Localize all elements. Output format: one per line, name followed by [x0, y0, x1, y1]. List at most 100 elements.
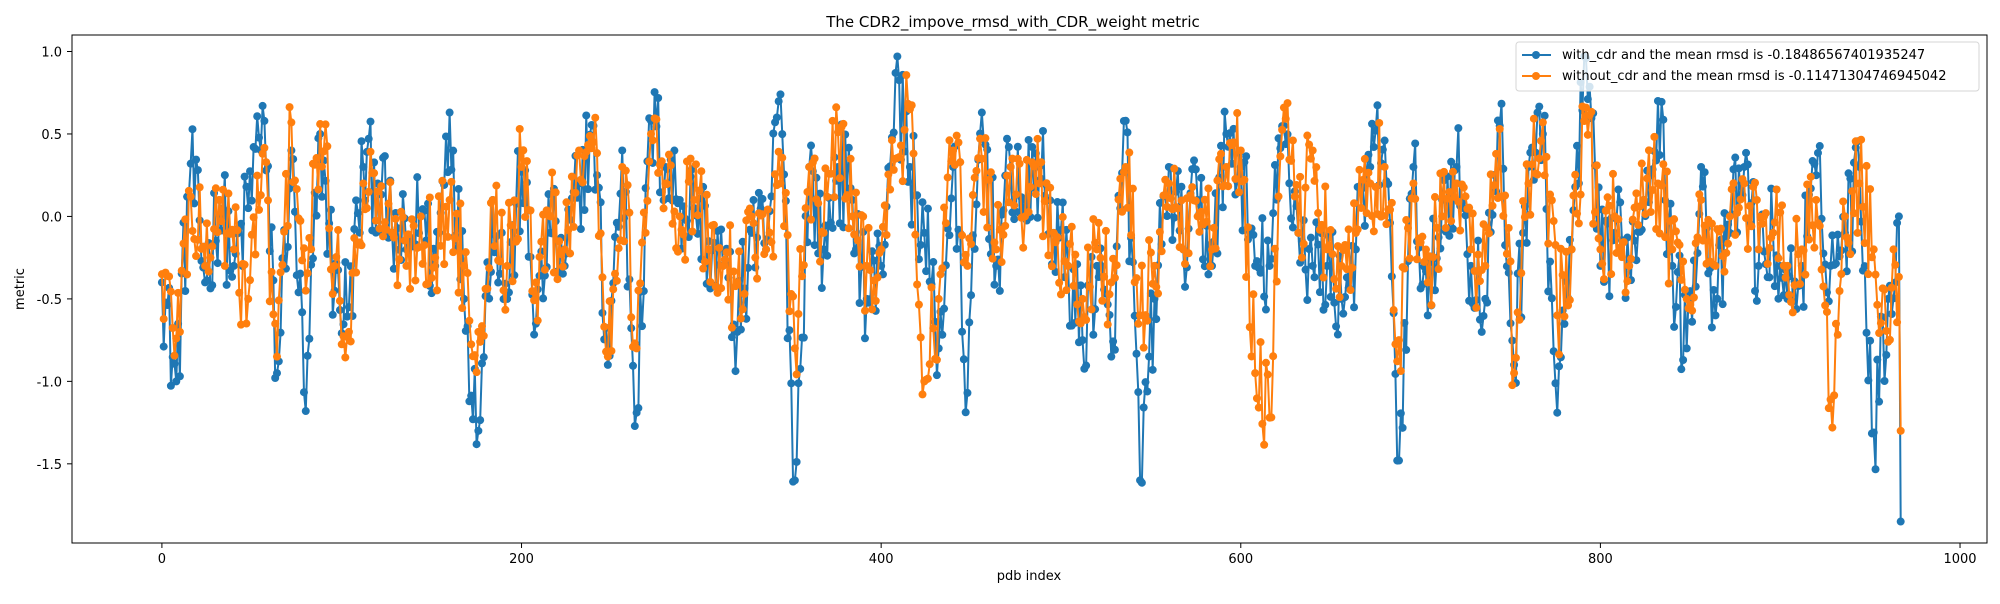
- with-cdr-point: [170, 359, 179, 368]
- with-cdr-point: [1751, 286, 1760, 295]
- without-cdr-point: [1787, 297, 1795, 306]
- without-cdr-point: [1145, 236, 1154, 245]
- without-cdr-point: [1894, 272, 1903, 281]
- without-cdr-point: [470, 351, 479, 360]
- with-cdr-point: [283, 242, 292, 251]
- without-cdr-point: [1519, 197, 1528, 206]
- with-cdr-point: [889, 128, 898, 137]
- without-cdr-point: [826, 169, 835, 178]
- without-cdr-point: [620, 237, 629, 246]
- without-cdr-point: [1245, 323, 1254, 332]
- without-cdr-point: [1465, 203, 1474, 212]
- with-cdr-point: [305, 334, 314, 343]
- without-cdr-point: [1100, 272, 1109, 281]
- with-cdr-point: [893, 52, 902, 61]
- without-cdr-point: [1623, 277, 1632, 286]
- without-cdr-point: [172, 334, 181, 343]
- without-cdr-point: [1858, 202, 1867, 211]
- without-cdr-point: [503, 261, 512, 270]
- without-cdr-point: [1558, 270, 1567, 279]
- with-cdr-point: [828, 223, 837, 232]
- without-cdr-point: [517, 162, 526, 171]
- without-cdr-point: [1698, 236, 1707, 245]
- without-cdr-point: [429, 263, 438, 272]
- with-cdr-point: [398, 190, 407, 199]
- without-cdr-point: [611, 269, 620, 278]
- with-cdr-point: [166, 381, 175, 390]
- without-cdr-point: [1353, 225, 1362, 234]
- without-cdr-point: [303, 269, 312, 278]
- with-cdr-point: [774, 97, 783, 106]
- without-cdr-point: [1213, 176, 1222, 185]
- without-cdr-point: [1146, 248, 1155, 257]
- without-cdr-point: [1822, 307, 1831, 316]
- without-cdr-point: [1035, 179, 1044, 188]
- with-cdr-point: [213, 259, 222, 268]
- with-cdr-point: [965, 318, 974, 327]
- without-cdr-point: [483, 284, 492, 293]
- with-cdr-point: [1139, 403, 1148, 412]
- with-cdr-point: [1217, 141, 1225, 150]
- without-cdr-point: [1812, 195, 1821, 204]
- with-cdr-point: [769, 129, 778, 138]
- without-cdr-point: [490, 242, 499, 251]
- with-cdr-point: [294, 288, 303, 297]
- with-cdr-point: [1024, 135, 1033, 144]
- with-cdr-point: [918, 198, 927, 207]
- with-cdr-point: [1384, 179, 1393, 188]
- without-cdr-line: [160, 74, 1902, 446]
- with-cdr-point: [967, 291, 976, 300]
- without-cdr-point: [868, 305, 877, 314]
- without-cdr-point: [1743, 244, 1752, 253]
- with-cdr-point: [776, 90, 785, 99]
- without-cdr-point: [652, 115, 661, 124]
- with-cdr-point: [1398, 423, 1407, 432]
- with-cdr-point: [449, 146, 458, 155]
- with-cdr-point: [598, 308, 607, 317]
- without-cdr-point: [938, 264, 947, 273]
- without-cdr-point: [1125, 148, 1134, 157]
- with-cdr-point: [1229, 124, 1238, 133]
- with-cdr-point: [1109, 337, 1118, 346]
- without-cdr-point: [963, 261, 972, 270]
- without-cdr-point: [997, 258, 1006, 267]
- without-cdr-point: [323, 142, 332, 151]
- with-cdr-point: [255, 133, 263, 142]
- with-cdr-point: [1860, 262, 1869, 271]
- without-cdr-point: [1501, 191, 1510, 200]
- without-cdr-point: [438, 176, 447, 185]
- without-cdr-point: [736, 314, 745, 323]
- with-cdr-point: [1258, 214, 1267, 223]
- without-cdr-point: [1711, 261, 1720, 270]
- without-cdr-point: [636, 279, 645, 288]
- without-cdr-point: [1082, 315, 1091, 324]
- without-cdr-point: [567, 172, 576, 181]
- with-cdr-point: [1168, 236, 1177, 245]
- without-cdr-point: [936, 270, 945, 279]
- with-cdr-point: [1306, 233, 1315, 242]
- without-cdr-point: [1204, 184, 1213, 193]
- without-cdr-point: [1109, 254, 1118, 263]
- without-cdr-point: [575, 146, 584, 155]
- without-cdr-point: [229, 245, 238, 254]
- without-cdr-point: [1400, 264, 1409, 273]
- without-cdr-point: [909, 149, 918, 158]
- with-cdr-point: [246, 167, 255, 176]
- with-cdr-point: [1871, 465, 1880, 474]
- without-cdr-point: [941, 219, 950, 228]
- without-cdr-point: [366, 147, 375, 156]
- with-cdr-point: [296, 269, 305, 278]
- with-cdr-point: [1479, 311, 1488, 320]
- without-cdr-point: [927, 283, 936, 292]
- without-cdr-point: [871, 296, 880, 305]
- with-cdr-point: [1038, 127, 1047, 135]
- without-cdr-point: [918, 390, 927, 399]
- without-cdr-point: [1461, 192, 1470, 201]
- with-cdr-point: [1333, 330, 1342, 339]
- without-cdr-point: [593, 149, 602, 158]
- with-cdr-point: [603, 360, 612, 369]
- without-cdr-point: [1427, 301, 1436, 310]
- with-cdr-point: [1082, 361, 1091, 370]
- without-cdr-point: [1299, 239, 1308, 248]
